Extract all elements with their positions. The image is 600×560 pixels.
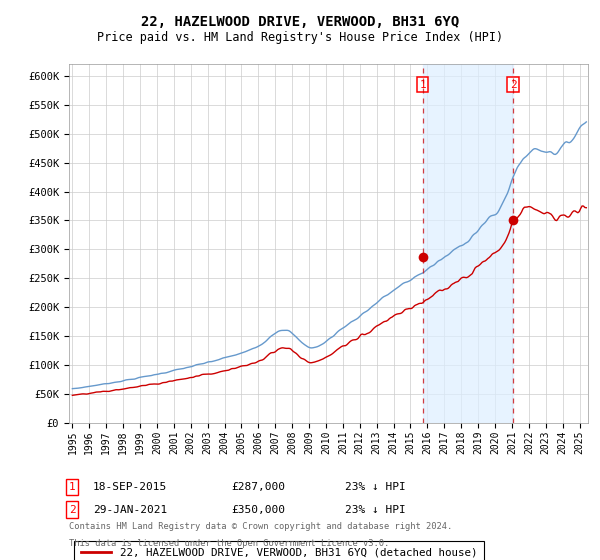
Text: 1: 1 (419, 80, 426, 90)
Text: This data is licensed under the Open Government Licence v3.0.: This data is licensed under the Open Gov… (69, 539, 389, 548)
Text: 2: 2 (68, 505, 76, 515)
Text: £287,000: £287,000 (231, 482, 285, 492)
Bar (422, 64, 513, 423)
Text: Contains HM Land Registry data © Crown copyright and database right 2024.: Contains HM Land Registry data © Crown c… (69, 522, 452, 531)
Text: £350,000: £350,000 (231, 505, 285, 515)
Text: 18-SEP-2015: 18-SEP-2015 (93, 482, 167, 492)
Text: 23% ↓ HPI: 23% ↓ HPI (345, 505, 406, 515)
Text: Price paid vs. HM Land Registry's House Price Index (HPI): Price paid vs. HM Land Registry's House … (97, 31, 503, 44)
Text: 2: 2 (510, 80, 517, 90)
Text: 1: 1 (68, 482, 76, 492)
Legend: 22, HAZELWOOD DRIVE, VERWOOD, BH31 6YQ (detached house), HPI: Average price, det: 22, HAZELWOOD DRIVE, VERWOOD, BH31 6YQ (… (74, 541, 484, 560)
Text: 29-JAN-2021: 29-JAN-2021 (93, 505, 167, 515)
Text: 23% ↓ HPI: 23% ↓ HPI (345, 482, 406, 492)
Text: 22, HAZELWOOD DRIVE, VERWOOD, BH31 6YQ: 22, HAZELWOOD DRIVE, VERWOOD, BH31 6YQ (141, 15, 459, 29)
